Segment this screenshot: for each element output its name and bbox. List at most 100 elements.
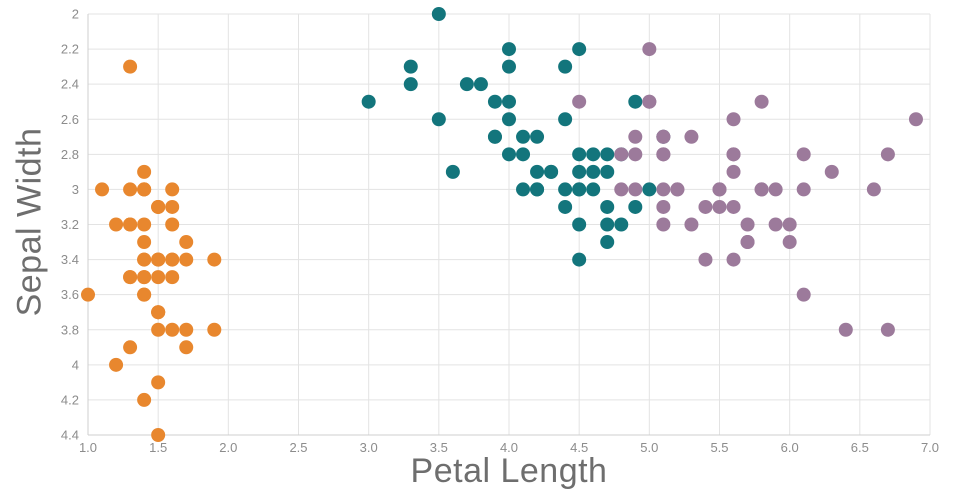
data-point-virginica — [614, 182, 629, 197]
data-point-virginica — [768, 182, 783, 197]
data-point-versicolor — [502, 59, 516, 74]
data-point-versicolor — [516, 147, 531, 162]
y-tick-label: 3.4 — [61, 252, 79, 267]
data-point-setosa — [151, 252, 166, 267]
data-point-setosa — [151, 305, 166, 320]
data-point-setosa — [123, 340, 138, 355]
data-point-versicolor — [586, 182, 601, 197]
data-point-setosa — [137, 164, 152, 179]
data-point-virginica — [698, 252, 713, 267]
data-point-setosa — [165, 270, 180, 285]
data-point-setosa — [179, 252, 194, 267]
data-point-setosa — [123, 270, 138, 285]
y-tick-label: 3.8 — [61, 322, 79, 337]
data-point-versicolor — [516, 129, 531, 144]
data-point-virginica — [712, 182, 727, 197]
data-point-setosa — [165, 182, 180, 197]
data-point-versicolor — [558, 112, 573, 127]
data-point-setosa — [137, 287, 152, 302]
data-point-virginica — [740, 235, 755, 250]
data-point-setosa — [165, 252, 180, 267]
data-point-virginica — [754, 94, 769, 109]
x-tick-label: 1.0 — [79, 440, 97, 455]
data-point-setosa — [137, 182, 152, 197]
data-point-setosa — [151, 322, 166, 337]
data-point-versicolor — [487, 94, 502, 109]
y-axis-title: Sepal Width — [10, 127, 49, 317]
data-point-virginica — [768, 217, 783, 232]
data-point-virginica — [796, 147, 811, 162]
data-point-setosa — [151, 428, 166, 442]
data-point-versicolor — [572, 164, 587, 179]
x-tick-label: 1.5 — [149, 440, 167, 455]
x-axis-title: Petal Length — [410, 452, 608, 490]
data-point-setosa — [81, 287, 95, 302]
y-tick-label: 2.4 — [61, 77, 79, 92]
data-point-setosa — [151, 375, 166, 390]
y-tick-label: 4 — [72, 357, 79, 372]
data-point-setosa — [179, 322, 194, 337]
data-point-versicolor — [572, 42, 587, 57]
data-point-virginica — [838, 322, 853, 337]
data-point-versicolor — [361, 94, 376, 109]
data-point-setosa — [137, 392, 152, 407]
data-point-setosa — [137, 270, 152, 285]
data-point-versicolor — [586, 147, 601, 162]
data-point-versicolor — [502, 42, 516, 57]
data-point-versicolor — [431, 7, 446, 21]
y-tick-label: 3 — [72, 182, 79, 197]
data-point-versicolor — [600, 147, 615, 162]
data-point-virginica — [726, 147, 741, 162]
data-point-virginica — [656, 217, 671, 232]
data-point-versicolor — [572, 252, 587, 267]
x-tick-label: 4.5 — [570, 440, 588, 455]
data-point-virginica — [656, 147, 671, 162]
x-tick-label: 4.0 — [500, 440, 518, 455]
data-point-virginica — [726, 252, 741, 267]
x-tick-label: 6.0 — [781, 440, 799, 455]
data-point-versicolor — [572, 147, 587, 162]
data-point-versicolor — [431, 112, 446, 127]
data-point-versicolor — [502, 112, 516, 127]
data-point-versicolor — [628, 199, 643, 214]
data-point-versicolor — [628, 94, 643, 109]
data-point-virginica — [670, 182, 685, 197]
y-tick-label: 3.2 — [61, 217, 79, 232]
y-tick-label: 3.6 — [61, 287, 79, 302]
data-point-virginica — [908, 112, 923, 127]
data-point-versicolor — [459, 77, 474, 92]
x-tick-label: 7.0 — [921, 440, 939, 455]
data-point-versicolor — [544, 164, 559, 179]
data-point-virginica — [796, 182, 811, 197]
data-point-virginica — [726, 164, 741, 179]
data-point-versicolor — [530, 129, 545, 144]
y-tick-label: 4.2 — [61, 392, 79, 407]
data-point-versicolor — [572, 217, 587, 232]
data-point-versicolor — [614, 217, 629, 232]
data-point-virginica — [656, 199, 671, 214]
y-tick-label: 4.4 — [61, 428, 79, 443]
data-point-versicolor — [558, 199, 573, 214]
data-point-versicolor — [445, 164, 460, 179]
data-point-virginica — [782, 217, 797, 232]
data-point-setosa — [151, 270, 166, 285]
data-point-virginica — [712, 199, 727, 214]
data-point-virginica — [642, 42, 657, 57]
data-point-setosa — [109, 217, 124, 232]
data-point-setosa — [123, 59, 138, 74]
data-point-versicolor — [473, 77, 488, 92]
data-point-versicolor — [530, 164, 545, 179]
y-tick-label: 2.6 — [61, 112, 79, 127]
data-point-versicolor — [487, 129, 502, 144]
data-point-versicolor — [586, 164, 601, 179]
data-point-virginica — [614, 147, 629, 162]
x-tick-label: 2.5 — [289, 440, 307, 455]
data-point-virginica — [572, 94, 587, 109]
data-point-setosa — [151, 199, 166, 214]
data-point-virginica — [726, 199, 741, 214]
x-tick-label: 3.0 — [360, 440, 378, 455]
data-point-versicolor — [572, 182, 587, 197]
data-point-virginica — [628, 129, 643, 144]
data-point-setosa — [165, 217, 180, 232]
